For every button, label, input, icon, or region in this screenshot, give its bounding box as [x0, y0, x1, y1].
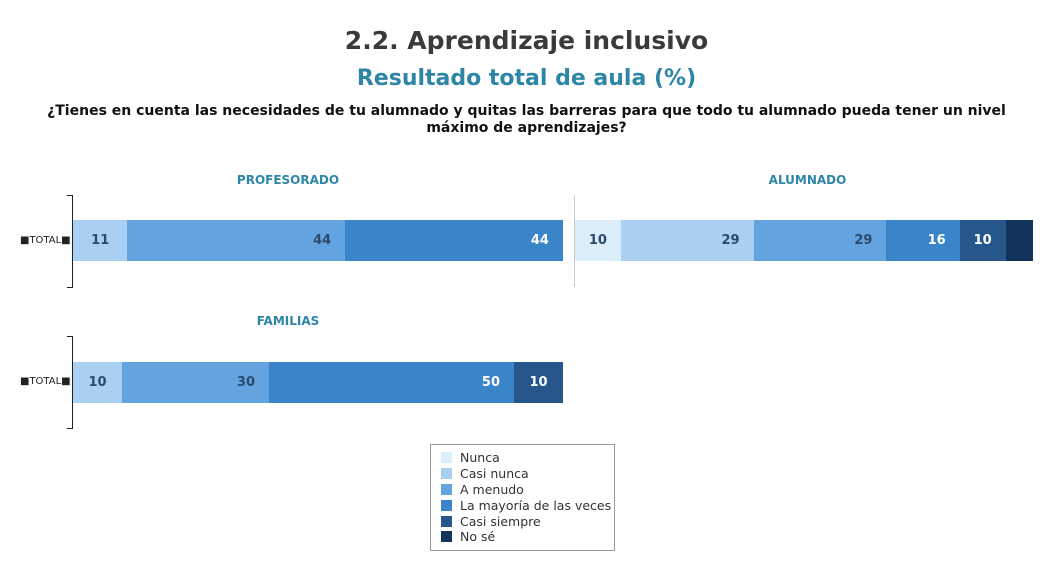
legend-swatch — [441, 452, 452, 464]
legend-swatch — [441, 531, 452, 543]
data-label: 10 — [88, 375, 107, 390]
legend-item: Casi siempre — [431, 513, 614, 529]
legend-label: Casi nunca — [460, 466, 529, 482]
data-label: 44 — [313, 233, 332, 248]
bar-segment-a-menudo: 30 — [122, 362, 269, 403]
data-label: 16 — [927, 233, 946, 248]
axis-bracket — [67, 195, 73, 288]
chart-title: 2.2. Aprendizaje inclusivo — [344, 26, 709, 55]
data-label: 11 — [91, 233, 110, 248]
legend-item: La mayoría de las veces — [431, 497, 614, 513]
legend-label: No sé — [460, 529, 496, 545]
row-label: ■TOTAL■ — [20, 376, 71, 387]
panel-title-alumnado: ALUMNADO — [768, 173, 847, 187]
bar-alumnado: 10 29 29 16 10 — [575, 220, 1033, 261]
legend-swatch — [441, 515, 452, 527]
bar-segment-a-menudo: 29 — [753, 220, 887, 261]
bar-segment-casi-nunca: 11 — [73, 220, 128, 261]
data-label: 50 — [481, 375, 500, 390]
legend-label: A menudo — [460, 481, 524, 497]
bar-segment-la-mayoría-de-las-veces: 16 — [886, 220, 960, 261]
legend-swatch — [441, 499, 452, 511]
data-label: 10 — [588, 233, 607, 248]
data-label: 10 — [973, 233, 992, 248]
axis-bracket — [67, 336, 73, 429]
bar-familias: 10 30 50 10 — [73, 362, 563, 403]
data-label: 30 — [236, 375, 255, 390]
legend-label: La mayoría de las veces — [460, 497, 612, 513]
legend-item: A menudo — [431, 482, 614, 498]
panel-title-profesorado: PROFESORADO — [236, 173, 340, 187]
data-label: 29 — [721, 233, 740, 248]
legend-label: Casi siempre — [460, 513, 541, 529]
chart-subtitle: Resultado total de aula (%) — [356, 66, 697, 91]
data-label: 29 — [854, 233, 873, 248]
legend-swatch — [441, 483, 452, 495]
data-label: 44 — [530, 233, 549, 248]
bar-segment-a-menudo: 44 — [127, 220, 346, 261]
bar-segment-casi-nunca: 29 — [620, 220, 754, 261]
data-label: 10 — [529, 375, 548, 390]
axis-line — [574, 195, 575, 287]
legend-item: No sé — [431, 529, 614, 545]
bar-profesorado: 11 44 44 — [73, 220, 563, 261]
bar-segment-la-mayoría-de-las-veces: 50 — [269, 362, 514, 403]
question-text: ¿Tienes en cuenta las necesidades de tu … — [47, 103, 1006, 136]
legend-item: Casi nunca — [431, 466, 614, 482]
legend-label: Nunca — [460, 450, 500, 466]
bar-segment-nunca: 10 — [575, 220, 621, 261]
legend: Nunca Casi nunca A menudo La mayoría de las… — [430, 444, 615, 551]
bar-segment-no-sé — [1005, 220, 1033, 261]
bar-segment-casi-nunca: 10 — [73, 362, 122, 403]
legend-item: Nunca — [431, 450, 614, 466]
row-label: ■TOTAL■ — [20, 235, 71, 246]
bar-segment-casi-siempre: 10 — [959, 220, 1006, 261]
legend-swatch — [441, 468, 452, 480]
panel-title-familias: FAMILIAS — [256, 314, 320, 328]
bar-segment-la-mayoría-de-las-veces: 44 — [345, 220, 563, 261]
bar-segment-casi-siempre: 10 — [514, 362, 563, 403]
